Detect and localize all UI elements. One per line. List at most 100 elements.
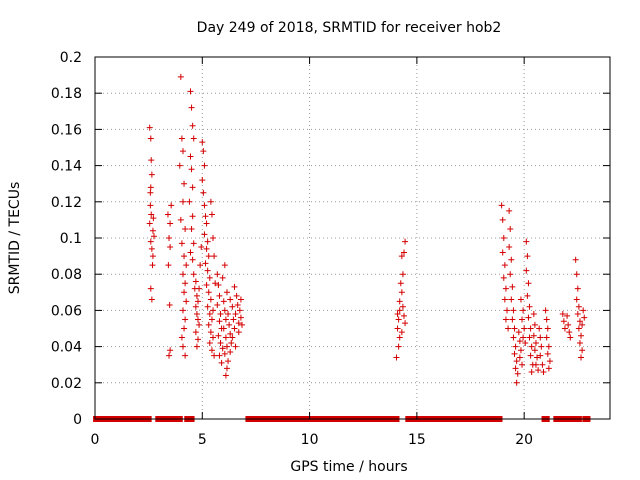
data-point: [182, 316, 189, 323]
data-point: [498, 202, 505, 209]
data-point: [167, 244, 174, 251]
data-point: [528, 368, 535, 375]
data-point: [200, 189, 207, 196]
y-tick-label: 0.08: [51, 267, 82, 283]
data-point: [524, 253, 531, 260]
y-tick-label: 0.06: [51, 303, 82, 319]
data-point: [512, 343, 519, 350]
data-point: [166, 235, 173, 241]
data-point: [151, 233, 158, 240]
data-point: [208, 316, 215, 323]
data-point: [186, 198, 193, 205]
data-point: [195, 298, 201, 305]
data-point: [538, 343, 545, 350]
data-point: [177, 216, 184, 223]
data-point: [578, 354, 585, 361]
data-point: [148, 157, 155, 164]
data-point: [517, 347, 524, 354]
data-point: [215, 282, 222, 289]
data-point: [216, 318, 223, 325]
data-point: [231, 325, 238, 332]
data-point: [500, 235, 507, 241]
data-point: [222, 372, 229, 379]
data-point: [181, 289, 188, 296]
data-point: [228, 339, 235, 346]
data-point: [202, 213, 209, 220]
data-point: [192, 329, 199, 336]
data-point: [225, 311, 232, 318]
data-point: [216, 352, 223, 359]
x-tick-label: 0: [91, 432, 100, 448]
data-point: [164, 211, 171, 218]
data-point: [223, 343, 230, 350]
x-tick-label: 20: [515, 432, 533, 448]
data-point: [199, 139, 206, 146]
data-point: [223, 289, 230, 296]
data-point: [207, 198, 214, 205]
data-point: [165, 262, 172, 269]
data-point: [205, 289, 212, 296]
data-point: [206, 339, 213, 346]
data-point: [545, 343, 552, 350]
data-point: [234, 301, 241, 308]
data-point: [193, 311, 200, 318]
data-point: [580, 307, 587, 314]
data-point: [229, 303, 236, 310]
data-point: [210, 334, 217, 341]
data-point: [150, 215, 157, 222]
data-point: [229, 334, 236, 341]
data-point: [499, 249, 506, 256]
data-point: [521, 325, 528, 332]
data-point: [198, 244, 205, 251]
data-point: [527, 352, 534, 359]
data-point: [204, 303, 211, 310]
data-point: [511, 350, 518, 357]
data-point: [564, 312, 571, 319]
data-point: [236, 307, 243, 314]
data-point: [561, 325, 568, 332]
y-tick-label: 0.04: [51, 340, 82, 356]
data-point: [513, 358, 520, 365]
data-point: [532, 339, 539, 346]
data-point: [537, 352, 544, 359]
data-point: [520, 334, 527, 341]
data-point: [402, 238, 409, 245]
data-point: [149, 227, 156, 234]
x-tick-label: 15: [408, 432, 426, 448]
data-point: [536, 325, 543, 332]
data-point: [221, 350, 228, 357]
data-point: [396, 298, 403, 305]
data-point: [199, 177, 206, 184]
data-point: [532, 361, 539, 368]
data-point: [579, 321, 586, 328]
data-point: [210, 307, 217, 314]
data-point: [225, 358, 232, 365]
data-point: [167, 347, 174, 354]
data-point: [573, 296, 580, 303]
data-point: [147, 135, 154, 142]
x-tick-label: 5: [198, 432, 207, 448]
data-point: [510, 334, 517, 341]
data-point: [226, 321, 233, 328]
data-point: [182, 352, 189, 359]
data-point: [148, 296, 155, 303]
data-point: [514, 370, 521, 377]
data-point: [509, 283, 516, 290]
data-point: [525, 280, 532, 287]
data-point: [206, 274, 213, 281]
data-point: [501, 262, 508, 269]
data-point: [168, 202, 175, 209]
data-point: [511, 325, 518, 332]
data-point: [508, 296, 515, 303]
data-point: [576, 339, 583, 346]
data-point: [573, 271, 580, 278]
data-point: [530, 311, 537, 318]
data-point: [579, 347, 586, 354]
data-point: [227, 296, 234, 303]
data-point: [188, 104, 195, 111]
data-point: [507, 225, 514, 232]
data-point: [581, 314, 588, 321]
x-tick-label: 10: [301, 432, 319, 448]
data-point: [238, 321, 245, 328]
